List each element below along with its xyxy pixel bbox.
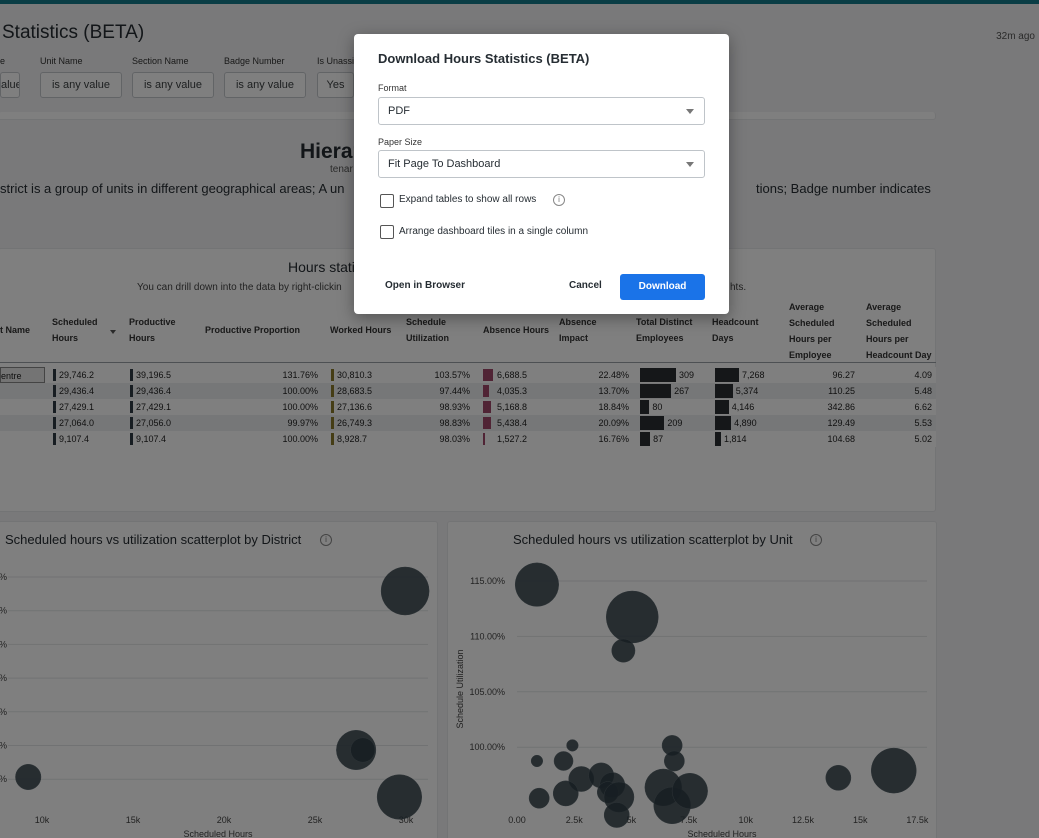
info-icon[interactable]: i — [553, 194, 565, 206]
format-label: Format — [378, 83, 407, 93]
paper-size-select[interactable]: Fit Page To Dashboard — [378, 150, 705, 178]
paper-size-value: Fit Page To Dashboard — [388, 158, 501, 170]
format-value: PDF — [388, 105, 410, 117]
single-column-label[interactable]: Arrange dashboard tiles in a single colu… — [399, 226, 588, 237]
single-column-checkbox[interactable] — [380, 225, 394, 239]
expand-tables-checkbox[interactable] — [380, 194, 394, 208]
paper-size-label: Paper Size — [378, 137, 423, 147]
download-button[interactable]: Download — [620, 274, 705, 300]
format-select[interactable]: PDF — [378, 97, 705, 125]
dialog-title: Download Hours Statistics (BETA) — [378, 51, 590, 66]
chevron-down-icon — [686, 109, 694, 114]
open-in-browser-button[interactable]: Open in Browser — [385, 280, 466, 291]
expand-tables-label[interactable]: Expand tables to show all rows — [399, 194, 537, 205]
download-dialog: Download Hours Statistics (BETA) Format … — [354, 34, 729, 314]
cancel-button[interactable]: Cancel — [569, 280, 602, 291]
chevron-down-icon — [686, 162, 694, 167]
